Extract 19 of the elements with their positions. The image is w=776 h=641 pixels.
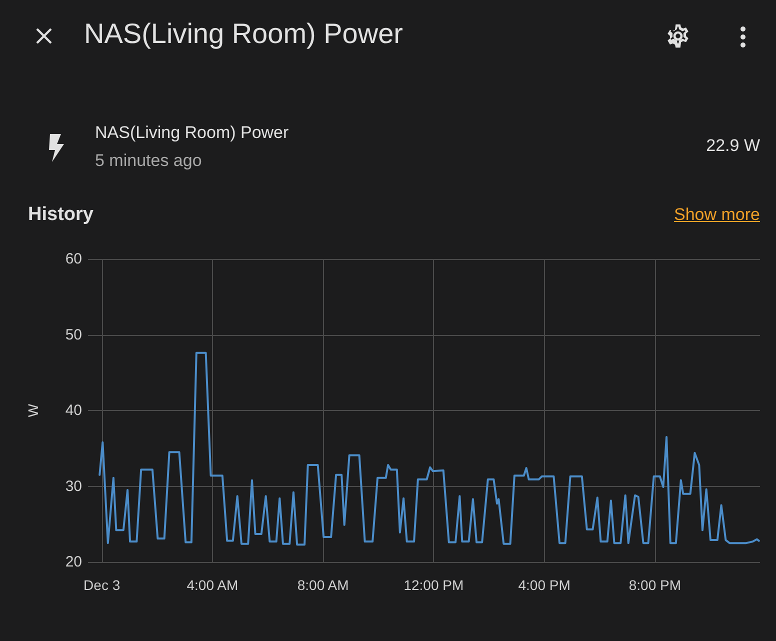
y-tick-label: 50 xyxy=(65,326,82,344)
text: Show more xyxy=(674,205,760,225)
text: 22.9 W xyxy=(706,136,760,156)
y-tick-label: 40 xyxy=(65,402,82,419)
y-tick-label: 20 xyxy=(65,554,82,570)
text: History xyxy=(28,204,94,226)
x-tick-label: 4:00 PM xyxy=(518,577,570,593)
text: 5 minutes ago xyxy=(95,151,202,171)
x-tick-label: Dec 3 xyxy=(84,577,120,593)
y-axis-title: W xyxy=(25,403,41,418)
text: NAS(Living Room) Power xyxy=(95,123,289,143)
y-tick-label: 30 xyxy=(65,478,82,495)
chart-title: NAS(Living Room) Power xyxy=(84,18,403,50)
line-series xyxy=(98,352,760,546)
x-tick-label: 12:00 PM xyxy=(404,577,464,593)
y-tick-label: 60 xyxy=(65,250,82,268)
x-tick-label: 8:00 AM xyxy=(297,577,349,593)
x-tick-label: 4:00 AM xyxy=(186,577,238,593)
x-tick-label: 8:00 PM xyxy=(628,577,681,593)
